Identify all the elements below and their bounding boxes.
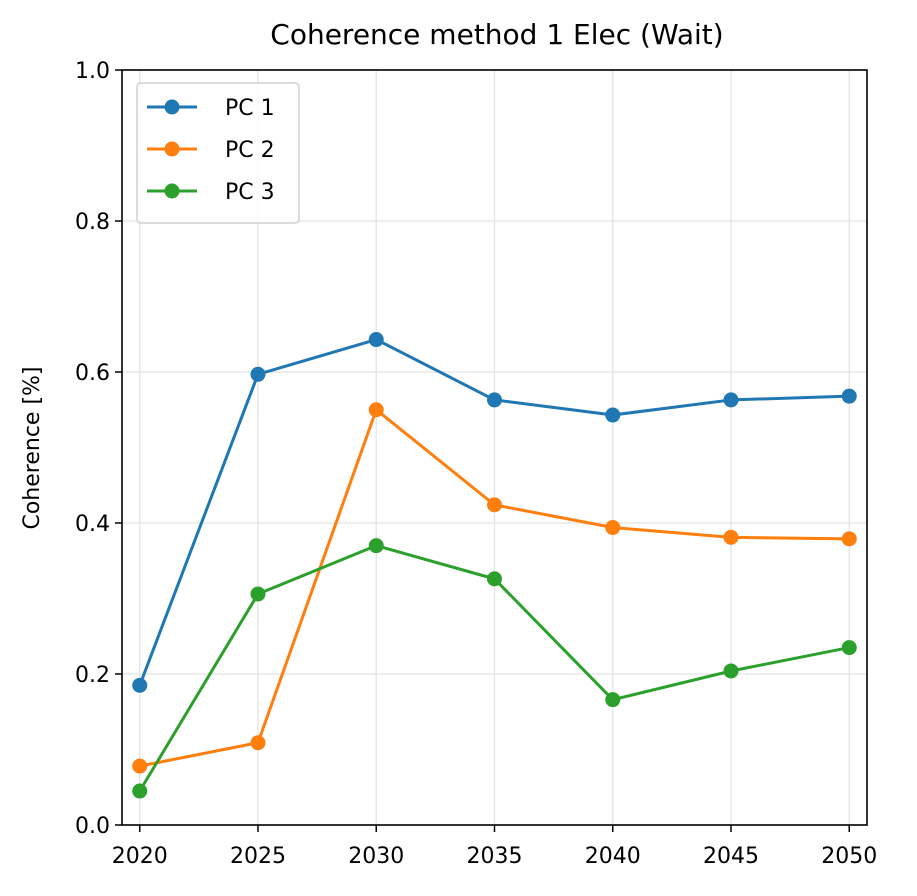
- legend-marker: [164, 99, 180, 115]
- data-point: [723, 529, 739, 545]
- data-point: [132, 758, 148, 774]
- chart-title: Coherence method 1 Elec (Wait): [270, 18, 723, 51]
- x-tick-label: 2045: [703, 844, 759, 869]
- y-tick-label: 0.6: [75, 361, 110, 386]
- data-point: [723, 392, 739, 408]
- y-tick-label: 0.4: [75, 512, 110, 537]
- data-point: [250, 586, 266, 602]
- legend: PC 1 PC 2 PC 3: [136, 82, 300, 224]
- legend-marker: [164, 141, 180, 157]
- y-tick-label: 1.0: [75, 59, 110, 84]
- series-lines: [132, 332, 857, 799]
- y-tick-label: 0.2: [75, 663, 110, 688]
- x-tick-label: 2040: [585, 844, 641, 869]
- axes: 2020 2025 2030 2035 2040 2045 2050 0.0 0.2 0.4 0.6…: [75, 59, 877, 869]
- data-point: [841, 640, 857, 656]
- data-point: [605, 520, 621, 536]
- data-point: [723, 663, 739, 679]
- data-point: [368, 332, 384, 348]
- x-tick-label: 2050: [821, 844, 877, 869]
- y-tick-label: 0.0: [75, 814, 110, 839]
- data-point: [605, 692, 621, 708]
- legend-box: [136, 82, 300, 224]
- y-tick-label: 0.8: [75, 210, 110, 235]
- data-point: [368, 538, 384, 554]
- data-point: [132, 677, 148, 693]
- x-tick-label: 2020: [112, 844, 168, 869]
- y-axis-label: Coherence [%]: [20, 366, 45, 529]
- legend-marker: [164, 183, 180, 199]
- data-point: [487, 497, 502, 513]
- data-point: [250, 366, 266, 382]
- legend-label: PC 1: [225, 96, 275, 121]
- data-point: [841, 388, 857, 404]
- legend-label: PC 2: [225, 138, 275, 163]
- data-point: [132, 783, 148, 799]
- data-point: [368, 402, 384, 418]
- x-tick-label: 2025: [230, 844, 286, 869]
- x-tick-label: 2030: [348, 844, 404, 869]
- data-point: [250, 735, 266, 751]
- x-tick-label: 2035: [467, 844, 523, 869]
- data-point: [605, 407, 621, 423]
- data-point: [841, 531, 857, 547]
- legend-label: PC 3: [225, 180, 275, 205]
- data-point: [487, 392, 502, 408]
- data-point: [487, 571, 502, 587]
